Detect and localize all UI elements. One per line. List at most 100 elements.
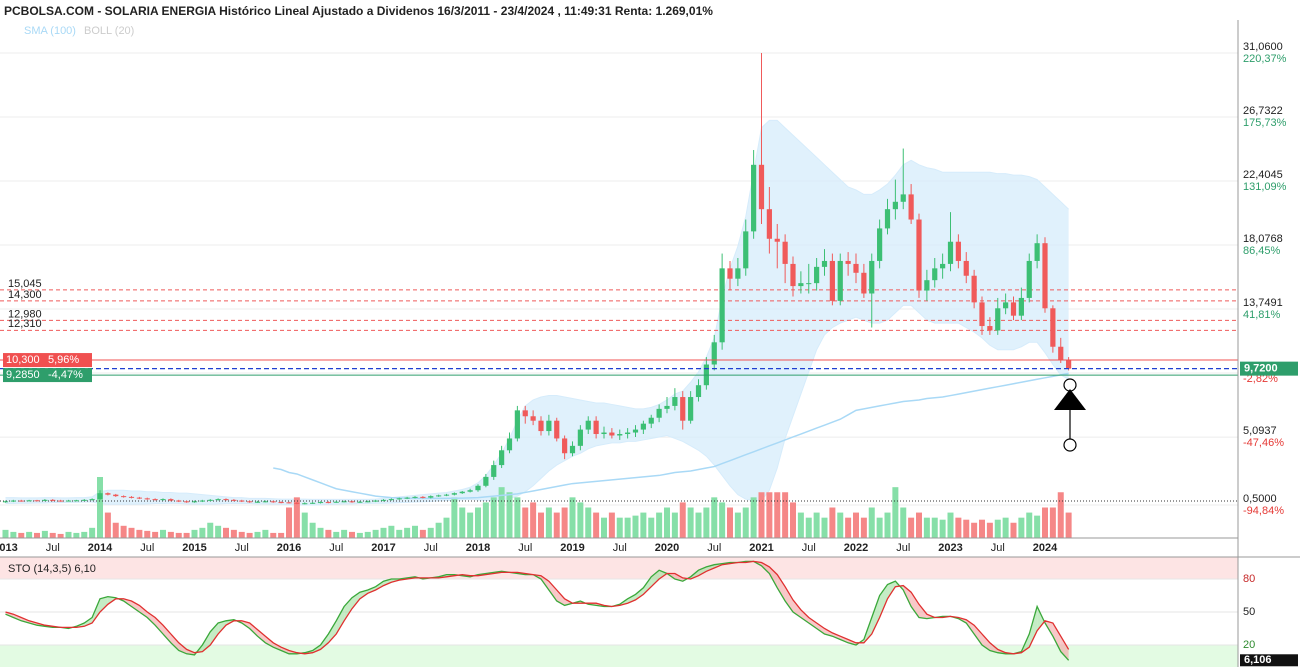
volume-bar xyxy=(805,517,812,538)
chart-title: PCBOLSA.COM - SOLARIA ENERGIA Histórico … xyxy=(4,4,713,18)
volume-bar xyxy=(396,529,403,538)
candle-body xyxy=(365,501,371,503)
stoch-fill xyxy=(800,609,809,623)
volume-bar xyxy=(876,517,883,538)
candle-body xyxy=(577,429,583,446)
candle-body xyxy=(499,450,505,466)
stoch-fill xyxy=(210,623,219,645)
volume-bar xyxy=(301,512,308,538)
candle-body xyxy=(1034,243,1040,261)
candle-body xyxy=(223,499,229,501)
candle-body xyxy=(688,397,694,421)
volume-bar xyxy=(278,532,285,538)
volume-bar xyxy=(774,492,781,538)
candle-body xyxy=(105,493,111,495)
x-tick-label: Jul xyxy=(707,542,721,554)
volume-bar xyxy=(364,531,371,538)
volume-bar xyxy=(593,512,600,538)
volume-bar xyxy=(671,512,678,538)
stoch-fill xyxy=(147,612,156,626)
candle-body xyxy=(286,502,292,504)
volume-bar xyxy=(797,512,804,538)
stoch-line xyxy=(5,560,1070,661)
candle-body xyxy=(869,260,875,294)
volume-bar xyxy=(837,512,844,538)
candle-body xyxy=(522,410,528,417)
volume-bar xyxy=(719,502,726,538)
candle-body xyxy=(199,500,205,502)
volume-bar xyxy=(89,527,96,538)
candle-body xyxy=(475,485,481,491)
candle-body xyxy=(640,423,646,430)
stoch-fill xyxy=(785,586,793,612)
volume-bar xyxy=(545,507,552,538)
candle-body xyxy=(81,499,87,501)
candle-body xyxy=(239,500,245,502)
volume-bar xyxy=(931,517,938,538)
volume-bar xyxy=(829,507,836,538)
x-tick-label: 2021 xyxy=(749,542,773,554)
candle-body xyxy=(932,268,938,281)
x-tick-label: 2013 xyxy=(0,542,18,554)
volume-bar xyxy=(679,502,686,538)
x-tick-label: 2022 xyxy=(844,542,868,554)
stoch-fill xyxy=(769,566,778,588)
stoch-fill xyxy=(832,632,841,640)
volume-bar xyxy=(73,532,80,538)
stoch-fill xyxy=(139,605,148,618)
volume-bar xyxy=(561,507,568,538)
volume-bar xyxy=(727,507,733,538)
marker-box xyxy=(3,368,92,383)
volume-bar xyxy=(908,517,915,538)
volume-bar xyxy=(1010,522,1017,538)
y-tick-label: 18,0768 xyxy=(1243,233,1283,245)
volume-bar xyxy=(412,525,418,538)
volume-bar xyxy=(782,492,789,538)
candle-body xyxy=(97,493,103,500)
stoch-fill xyxy=(871,595,880,634)
volume-bar xyxy=(979,519,985,538)
volume-bar xyxy=(939,519,946,538)
candle-body xyxy=(908,194,914,220)
candle-body xyxy=(648,417,654,424)
candle-body xyxy=(436,495,442,497)
candle-body xyxy=(751,164,757,232)
volume-bar xyxy=(522,507,529,538)
candle-body xyxy=(955,241,961,261)
volume-bar xyxy=(286,507,292,538)
y-tick-pct-label: -47,46% xyxy=(1243,437,1284,449)
stoch-fill xyxy=(257,629,266,643)
volume-bar xyxy=(821,517,828,538)
stoch-fill xyxy=(974,625,982,645)
volume-bar xyxy=(664,507,670,538)
volume-bar xyxy=(955,517,962,538)
volume-bar xyxy=(971,522,978,538)
volume-bar xyxy=(947,512,954,538)
candle-body xyxy=(65,500,72,502)
volume-bar xyxy=(317,527,324,538)
candle-body xyxy=(294,502,300,504)
x-tick-label: 2014 xyxy=(88,542,113,554)
candle-body xyxy=(443,494,450,496)
candle-body xyxy=(892,201,898,210)
candle-body xyxy=(861,272,867,294)
candle-body xyxy=(798,283,804,287)
stoch-fill xyxy=(911,592,919,618)
volume-bar xyxy=(293,497,300,538)
candle-body xyxy=(420,496,426,498)
volume-bar xyxy=(238,531,245,538)
y-tick-label: 26,7322 xyxy=(1243,105,1283,117)
volume-bar xyxy=(388,525,395,538)
volume-bar xyxy=(475,507,481,538)
volume-bar xyxy=(1026,512,1033,538)
candle-body xyxy=(2,501,9,503)
volume-bar xyxy=(585,507,592,538)
volume-bar xyxy=(1034,515,1041,538)
main-layer xyxy=(0,52,1238,661)
candle-body xyxy=(947,241,954,264)
candle-body xyxy=(1026,260,1032,298)
volume-bar xyxy=(892,487,899,538)
candle-body xyxy=(916,219,922,291)
candle-body xyxy=(632,429,639,433)
volume-bar xyxy=(128,527,135,538)
